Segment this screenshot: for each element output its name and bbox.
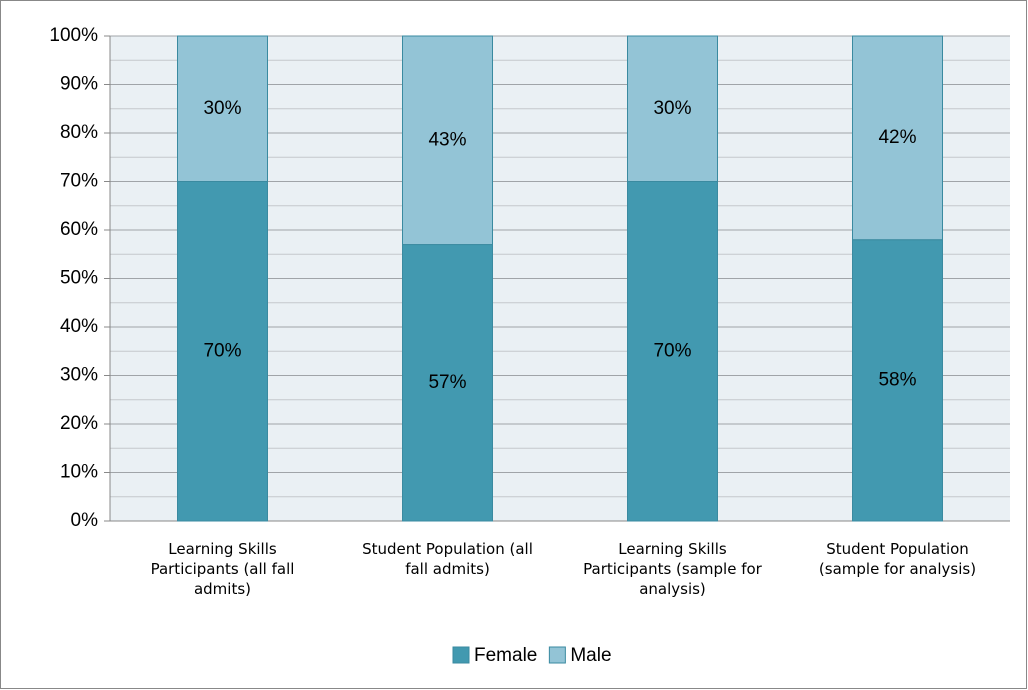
data-label: 70% <box>653 340 691 361</box>
y-tick-label: 50% <box>60 268 98 289</box>
bar-segment <box>627 181 718 522</box>
y-tick-label: 90% <box>60 74 98 95</box>
y-tick-label: 30% <box>60 365 98 386</box>
bar-segment <box>177 181 268 522</box>
data-label: 30% <box>203 98 241 119</box>
x-tick-label: Student Population (sample for analysis) <box>818 540 977 578</box>
legend-label: Female <box>474 645 537 666</box>
bar-segment <box>852 239 943 522</box>
y-tick-label: 70% <box>60 171 98 192</box>
legend-label: Male <box>570 645 611 666</box>
legend-swatch <box>548 646 566 664</box>
y-tick-label: 80% <box>60 122 98 143</box>
y-tick-label: 20% <box>60 413 98 434</box>
x-tick-label: Student Population (all fall admits) <box>362 540 533 578</box>
bar-segment <box>177 35 268 182</box>
x-tick-label: Learning Skills Participants (all fall a… <box>150 540 295 598</box>
data-label: 30% <box>653 98 691 119</box>
bar-segment <box>402 244 493 522</box>
bar-segment <box>627 35 718 182</box>
y-tick-label: 10% <box>60 462 98 483</box>
x-tick-label-box: Learning Skills Participants (all fall a… <box>150 540 295 598</box>
x-tick-label-box: Learning Skills Participants (sample for… <box>583 540 762 598</box>
bar-segment <box>852 35 943 241</box>
x-tick-label-box: Student Population (sample for analysis) <box>818 540 977 578</box>
bar-segment <box>402 35 493 246</box>
data-label: 58% <box>878 369 916 390</box>
x-tick-label: Learning Skills Participants (sample for… <box>583 540 762 598</box>
x-tick-label-box: Student Population (all fall admits) <box>362 540 533 578</box>
data-label: 70% <box>203 340 241 361</box>
data-label: 57% <box>428 372 466 393</box>
y-tick-label: 40% <box>60 316 98 337</box>
y-tick-label: 0% <box>71 510 99 531</box>
data-label: 43% <box>428 129 466 150</box>
y-tick-label: 100% <box>49 25 98 46</box>
legend-swatch <box>452 646 470 664</box>
y-tick-label: 60% <box>60 219 98 240</box>
data-label: 42% <box>878 127 916 148</box>
